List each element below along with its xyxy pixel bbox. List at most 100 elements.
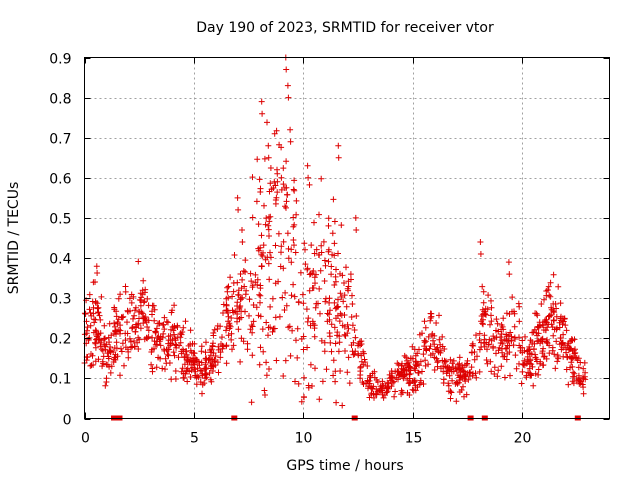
data-point	[102, 382, 109, 389]
data-point	[411, 379, 418, 386]
data-point	[311, 219, 317, 226]
data-point	[215, 346, 222, 353]
data-point	[97, 339, 104, 346]
data-point	[533, 310, 540, 317]
data-point	[82, 311, 89, 317]
data-point	[471, 356, 478, 363]
data-point	[371, 368, 378, 375]
data-point	[135, 346, 142, 352]
data-point	[300, 333, 307, 340]
data-point	[175, 354, 182, 361]
data-point	[332, 278, 339, 285]
data-point	[478, 313, 485, 319]
spike-point	[335, 154, 342, 161]
data-point	[250, 302, 257, 308]
data-point	[565, 381, 572, 388]
data-point	[519, 368, 526, 375]
data-point	[453, 398, 460, 405]
data-point	[131, 343, 138, 350]
data-point	[420, 351, 427, 358]
data-point	[535, 323, 542, 330]
spike-point	[239, 227, 245, 233]
data-point	[325, 246, 332, 253]
data-point	[519, 337, 526, 344]
data-point	[473, 332, 479, 339]
data-point	[406, 370, 413, 377]
data-point	[536, 319, 543, 326]
data-point	[207, 347, 213, 353]
data-point	[409, 355, 416, 362]
data-point	[230, 342, 237, 349]
data-point	[494, 320, 501, 327]
data-point	[459, 373, 466, 380]
data-point	[88, 312, 95, 319]
data-point	[380, 394, 387, 401]
data-point	[161, 314, 168, 321]
data-point	[338, 222, 345, 229]
data-point	[519, 361, 526, 368]
data-point	[106, 320, 113, 327]
data-point	[142, 316, 149, 323]
data-point	[328, 271, 335, 278]
data-point	[249, 214, 256, 221]
data-point	[434, 363, 441, 370]
data-point	[207, 376, 214, 383]
data-point	[491, 371, 498, 377]
data-point	[168, 309, 175, 316]
data-point	[184, 365, 191, 372]
data-point	[543, 319, 549, 326]
data-point	[480, 321, 486, 328]
data-point	[258, 263, 265, 270]
spike-point	[477, 251, 484, 257]
data-point	[571, 336, 578, 343]
data-point	[493, 350, 499, 357]
data-point	[261, 155, 268, 162]
data-point	[257, 299, 263, 306]
data-point	[476, 346, 483, 353]
data-point	[412, 382, 419, 389]
data-point	[399, 389, 406, 396]
data-point	[329, 251, 336, 258]
data-point	[318, 242, 325, 249]
data-point	[539, 350, 546, 357]
x-tick-label: 5	[190, 431, 199, 447]
data-point	[113, 308, 120, 315]
data-point	[509, 294, 516, 301]
data-point	[300, 393, 307, 400]
data-point	[403, 354, 410, 361]
data-point	[333, 399, 340, 406]
data-point	[87, 309, 94, 316]
data-point	[210, 330, 217, 336]
data-point	[149, 308, 155, 315]
data-point	[154, 341, 160, 348]
data-point	[140, 277, 147, 284]
data-point	[490, 333, 497, 340]
data-point	[113, 331, 119, 338]
data-point	[283, 158, 290, 165]
data-point	[385, 380, 392, 387]
data-point	[307, 361, 314, 368]
data-point	[387, 377, 394, 384]
data-point	[507, 372, 513, 379]
data-point	[498, 363, 505, 370]
data-point	[259, 326, 266, 333]
data-point	[235, 326, 242, 333]
data-point	[240, 268, 247, 274]
data-point	[391, 393, 398, 400]
data-point	[343, 303, 350, 310]
data-point	[193, 374, 200, 381]
data-point	[346, 380, 353, 387]
data-point	[456, 354, 463, 361]
data-point	[348, 314, 355, 320]
data-point	[301, 374, 307, 381]
data-point	[268, 254, 274, 261]
data-point	[249, 174, 256, 181]
data-point	[297, 269, 304, 276]
data-point	[491, 364, 498, 371]
data-point	[209, 343, 216, 350]
data-point	[225, 283, 232, 290]
data-point	[151, 306, 158, 313]
data-point	[316, 211, 322, 218]
data-point	[549, 347, 556, 354]
data-point	[459, 364, 466, 371]
